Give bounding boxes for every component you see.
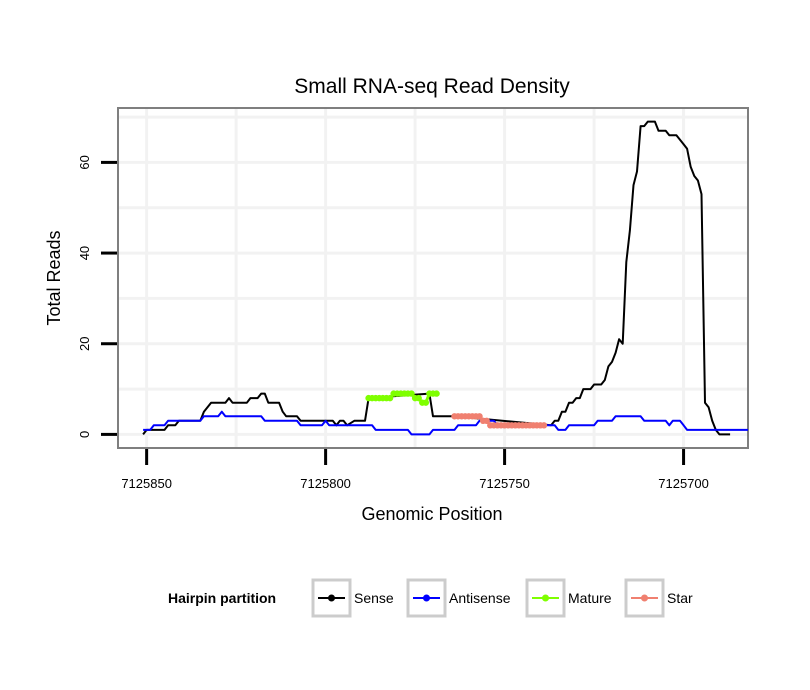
series-star (451, 413, 548, 429)
data-point-star (540, 422, 548, 429)
chart-title: Small RNA-seq Read Density (294, 75, 570, 98)
data-point-mature (386, 394, 394, 402)
series-antisense (143, 410, 748, 436)
legend-item-mature: Mature (525, 578, 612, 618)
legend-key-point (423, 594, 430, 602)
x-tick-label: 7125750 (479, 476, 530, 491)
y-tick-label: 60 (77, 155, 92, 169)
legend-key-point (328, 594, 335, 602)
legend-label-antisense: Antisense (449, 590, 511, 606)
x-tick-label: 7125800 (300, 476, 351, 491)
legend: Hairpin partition Sense Antisense Mature St… (168, 578, 693, 618)
data-point-mature (433, 390, 440, 397)
plot-panel (117, 107, 749, 449)
data-point-star (476, 413, 483, 420)
x-axis-title: Genomic Position (361, 504, 502, 524)
y-axis: 0 20 40 60 (77, 155, 117, 438)
legend-item-sense: Sense (311, 578, 394, 618)
legend-label-sense: Sense (354, 590, 394, 606)
legend-key-point (542, 594, 549, 602)
x-tick-label: 7125700 (658, 476, 709, 491)
y-tick-label: 40 (77, 246, 92, 260)
y-tick-label: 0 (77, 431, 92, 438)
legend-label-mature: Mature (568, 590, 612, 606)
legend-label-star: Star (667, 590, 693, 606)
x-tick-label: 7125850 (121, 476, 172, 491)
legend-key-point (641, 594, 648, 602)
series-line-sense (142, 120, 731, 436)
series-mature (365, 390, 440, 406)
y-axis-title: Total Reads (44, 230, 64, 325)
legend-item-star: Star (624, 578, 693, 618)
data-point-mature (422, 399, 430, 406)
series-sense (142, 120, 731, 436)
series-layer (142, 120, 748, 436)
grid-lines (119, 109, 747, 447)
data-point-star (483, 417, 490, 424)
legend-item-antisense: Antisense (406, 578, 511, 618)
data-point-mature (415, 394, 422, 402)
x-axis: 7125850 7125800 7125750 7125700 (121, 449, 709, 491)
legend-title: Hairpin partition (168, 590, 276, 606)
y-tick-label: 20 (77, 336, 92, 350)
series-line-antisense (143, 410, 748, 436)
data-point-mature (408, 390, 415, 397)
